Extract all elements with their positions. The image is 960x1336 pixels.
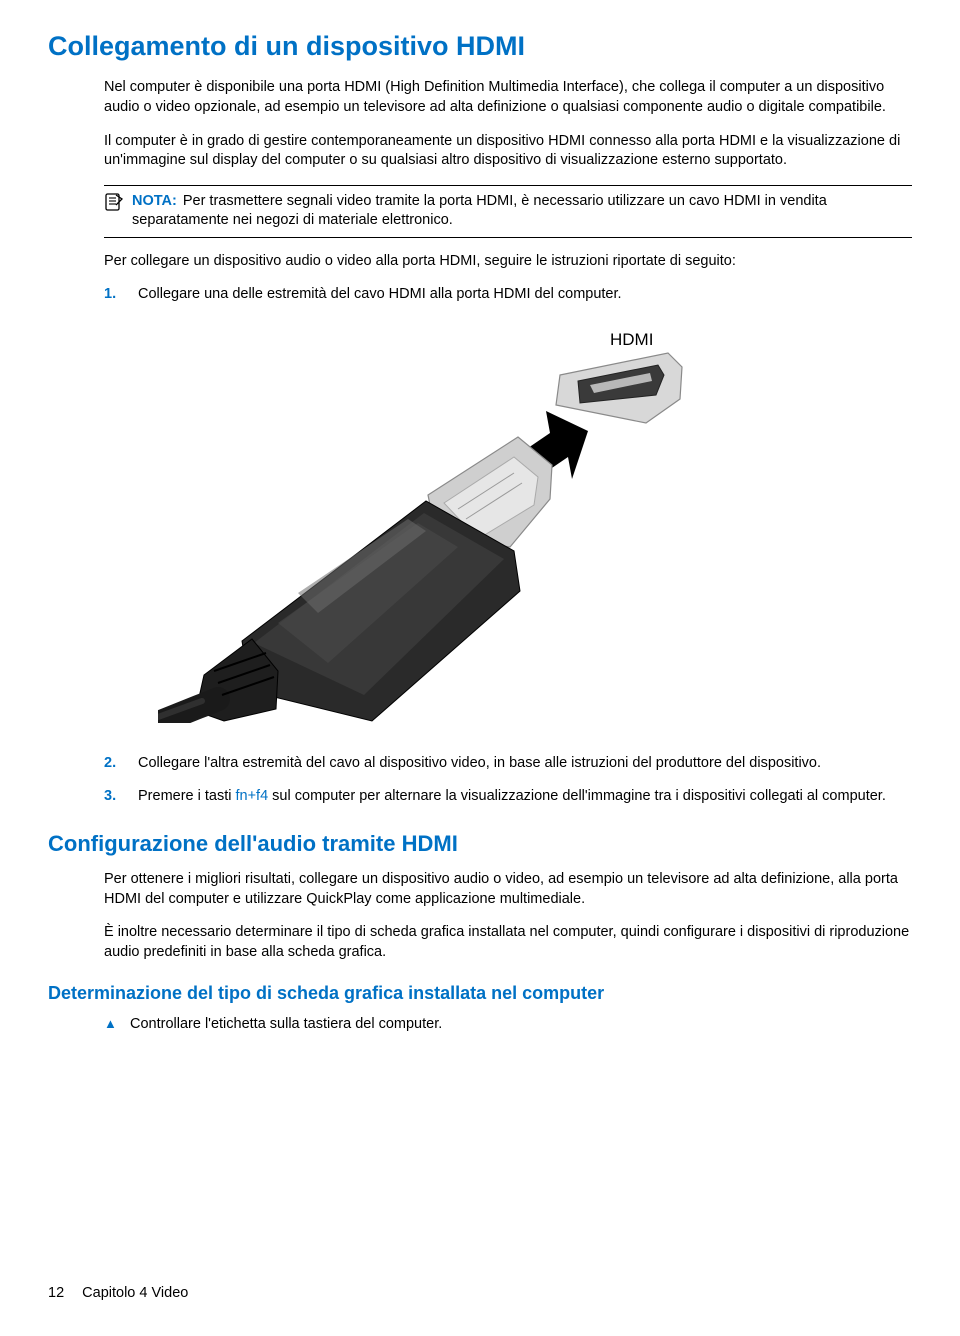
step-1: 1. Collegare una delle estremità del cav… — [104, 285, 912, 305]
audio-paragraph-1: Per ottenere i migliori risultati, colle… — [104, 870, 912, 909]
chapter-label: Capitolo 4 Video — [82, 1285, 188, 1301]
figure-label: HDMI — [610, 330, 653, 349]
step-2: 2. Collegare l'altra estremità del cavo … — [104, 754, 912, 774]
step-text: Premere i tasti fn+f4 sul computer per a… — [138, 787, 912, 807]
instructions-lead: Per collegare un dispositivo audio o vid… — [104, 252, 912, 272]
note-icon — [104, 193, 124, 211]
page-title: Collegamento di un dispositivo HDMI — [48, 28, 912, 64]
step-text: Collegare una delle estremità del cavo H… — [138, 285, 912, 305]
step-3: 3. Premere i tasti fn+f4 sul computer pe… — [104, 787, 912, 807]
bullet-text: Controllare l'etichetta sulla tastiera d… — [130, 1015, 442, 1035]
audio-paragraph-2: È inoltre necessario determinare il tipo… — [104, 923, 912, 962]
page-number: 12 — [48, 1285, 64, 1301]
page-footer: 12 Capitolo 4 Video — [48, 1284, 188, 1304]
step-number: 2. — [104, 754, 138, 774]
intro-paragraph-1: Nel computer è disponibile una porta HDM… — [104, 78, 912, 117]
step-text: Collegare l'altra estremità del cavo al … — [138, 754, 912, 774]
note-text: NOTA:Per trasmettere segnali video trami… — [132, 192, 912, 231]
triangle-icon: ▲ — [104, 1015, 130, 1033]
step-number: 1. — [104, 285, 138, 305]
subsection-title-gpu: Determinazione del tipo di scheda grafic… — [48, 981, 912, 1005]
note-label: NOTA: — [132, 193, 177, 209]
hdmi-figure: HDMI — [158, 323, 912, 730]
intro-paragraph-2: Il computer è in grado di gestire contem… — [104, 132, 912, 171]
section-title-audio: Configurazione dell'audio tramite HDMI — [48, 829, 912, 859]
bullet-item: ▲ Controllare l'etichetta sulla tastiera… — [104, 1015, 912, 1035]
note-block: NOTA:Per trasmettere segnali video trami… — [104, 185, 912, 238]
key-combo: fn+f4 — [236, 788, 269, 804]
step-number: 3. — [104, 787, 138, 807]
note-body: Per trasmettere segnali video tramite la… — [132, 193, 827, 229]
